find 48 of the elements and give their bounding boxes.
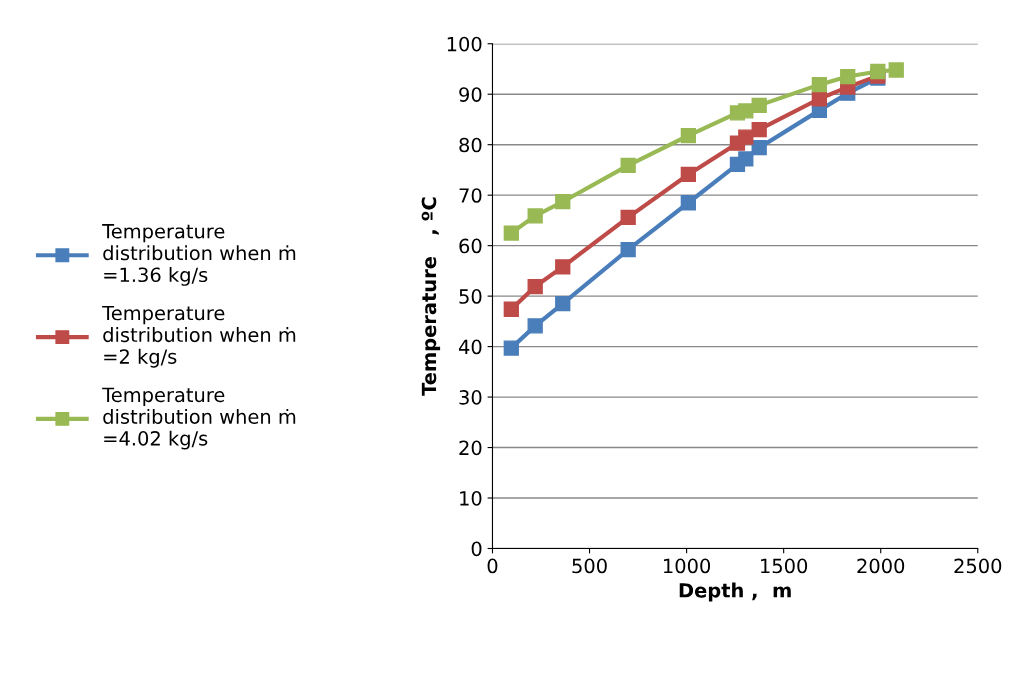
point [680,166,696,183]
point [888,62,904,78]
y-tick-label: 0 [471,541,482,557]
point [527,318,543,334]
point [620,157,636,174]
x-tick-label: 0 [487,558,498,574]
point [680,195,696,211]
y-tick-label: 10 [460,490,482,506]
y-tick-label: 100 [447,36,482,52]
point [503,340,519,356]
legend-label: Temperature distribution when ṁ =1.36 kg/s [102,224,296,286]
y-tick-label: 30 [459,390,482,405]
y-tick-label: 60 [459,238,482,254]
y-tick-label: 90 [459,87,482,102]
y-tick-label: 70 [459,188,482,203]
point [751,140,767,156]
point [527,278,543,295]
x-tick-label: 1000 [663,558,711,574]
point [620,242,636,258]
y-axis-title: Temperature , ºC [421,197,441,396]
point [620,209,636,226]
x-tick-label: 2500 [954,558,1002,574]
point [811,91,828,107]
point [738,129,754,145]
x-axis-title: Depth , m [679,582,791,602]
point [738,103,754,119]
point [527,208,543,224]
point [503,301,519,317]
x-tick-label: 2000 [857,558,905,574]
point [503,225,519,241]
legend-label: Temperature distribution when ṁ =4.02 kg/s [102,387,296,450]
point [811,76,828,93]
point [555,296,571,312]
y-tick-label: 40 [458,339,482,355]
y-tick-label: 50 [459,289,482,304]
x-tick-label: 1500 [761,558,808,574]
legend-label: Temperature distribution when ṁ =2 kg/s [102,305,296,368]
point [738,151,754,167]
point [680,127,696,144]
point [870,63,886,80]
x-tick-label: 500 [572,558,607,574]
point [751,121,767,138]
point [555,194,571,210]
point [555,259,571,275]
point [840,68,856,85]
y-tick-label: 80 [459,137,482,153]
point [751,97,767,113]
y-tick-label: 20 [459,440,482,456]
